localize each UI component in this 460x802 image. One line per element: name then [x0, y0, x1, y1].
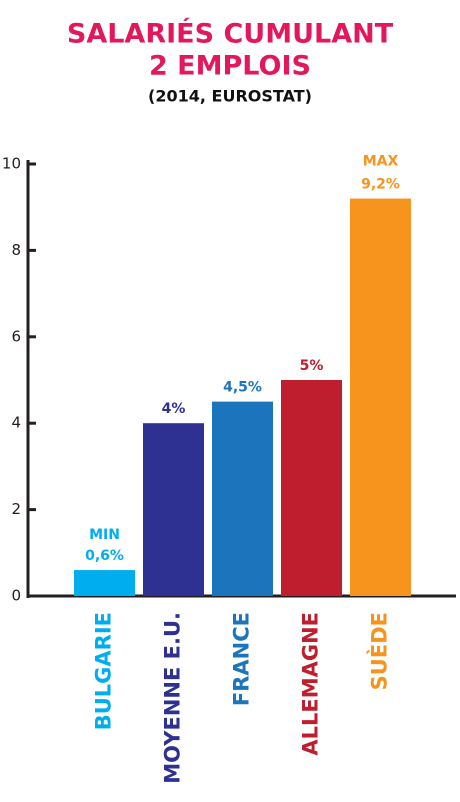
y-tick-label: 0 [11, 587, 21, 605]
annotation: MAX [363, 154, 399, 170]
bar [143, 423, 204, 596]
value-label: 5% [300, 358, 324, 374]
x-tick-label: FRANCE [230, 612, 254, 706]
y-tick-label: 4 [11, 414, 21, 432]
x-tick-label: SUÈDE [367, 612, 392, 690]
y-tick-label: 2 [11, 500, 21, 518]
y-tick-label: 10 [2, 155, 21, 173]
y-tick-label: 6 [11, 327, 21, 345]
value-label: 9,2% [361, 177, 400, 193]
bar [350, 198, 411, 596]
x-tick-label: MOYENNE E.U. [161, 612, 185, 784]
y-tick-label: 8 [11, 241, 21, 259]
value-label: 4% [162, 401, 186, 417]
x-tick-label: BULGARIE [92, 612, 116, 730]
value-label: 0,6% [85, 548, 124, 564]
annotation: MIN [89, 527, 120, 543]
x-tick-label: ALLEMAGNE [299, 612, 323, 756]
bar [212, 401, 273, 596]
bar [281, 380, 342, 596]
chart-title: 2 EMPLOIS [149, 51, 311, 82]
value-label: 4,5% [223, 380, 262, 396]
chart-title: SALARIÉS CUMULANT [67, 18, 394, 50]
chart-subtitle: (2014, EUROSTAT) [148, 87, 312, 106]
bar [74, 570, 135, 596]
